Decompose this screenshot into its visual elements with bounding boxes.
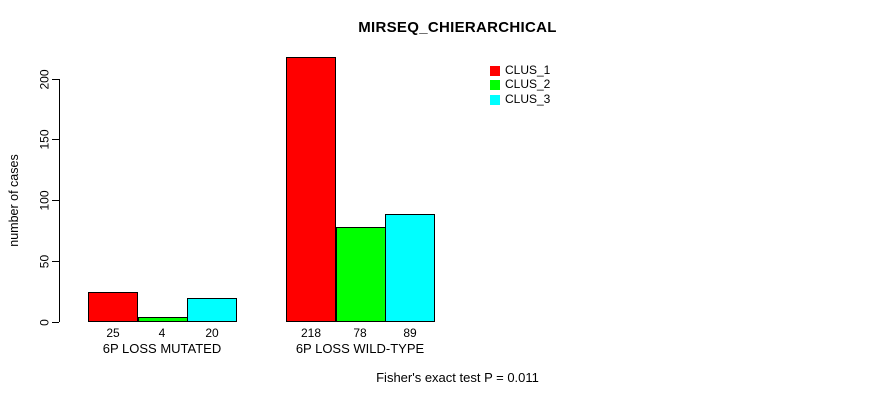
y-axis-tick-label: 0 <box>37 318 52 326</box>
bar <box>187 298 237 322</box>
legend-label: CLUS_3 <box>505 91 551 106</box>
bar <box>385 214 435 322</box>
bar-value-label: 218 <box>300 326 322 340</box>
y-axis <box>59 79 60 322</box>
bar-value-label: 4 <box>158 326 166 340</box>
bar <box>88 292 138 322</box>
y-axis-tick <box>52 321 59 323</box>
bar-value-label: 78 <box>353 326 367 340</box>
y-axis-tick <box>52 260 59 262</box>
y-axis-tick <box>52 78 59 80</box>
bar-value-label: 89 <box>403 326 417 340</box>
bar <box>336 227 386 322</box>
x-category-label: 6P LOSS WILD-TYPE <box>295 341 425 356</box>
bar <box>286 57 336 322</box>
y-axis-tick <box>52 200 59 201</box>
chart-title: MIRSEQ_CHIERARCHICAL <box>358 19 557 36</box>
bar-value-label: 20 <box>205 326 219 340</box>
bar <box>138 317 188 322</box>
bar-value-label: 25 <box>106 326 120 340</box>
legend-swatch <box>490 94 500 105</box>
x-category-label: 6P LOSS MUTATED <box>102 341 222 356</box>
y-axis-tick-label: 100 <box>37 190 52 211</box>
y-axis-tick-label: 50 <box>37 254 52 268</box>
legend-swatch <box>490 65 500 76</box>
legend-label: CLUS_2 <box>505 77 551 92</box>
legend-swatch <box>490 80 500 91</box>
y-axis-tick-label: 200 <box>37 68 52 90</box>
y-axis-label: number of cases <box>6 153 21 247</box>
y-axis-tick <box>52 139 59 141</box>
fisher-test-note: Fisher's exact test P = 0.011 <box>376 370 539 385</box>
y-axis-tick-label: 150 <box>37 129 52 150</box>
legend-label: CLUS_1 <box>505 62 551 77</box>
